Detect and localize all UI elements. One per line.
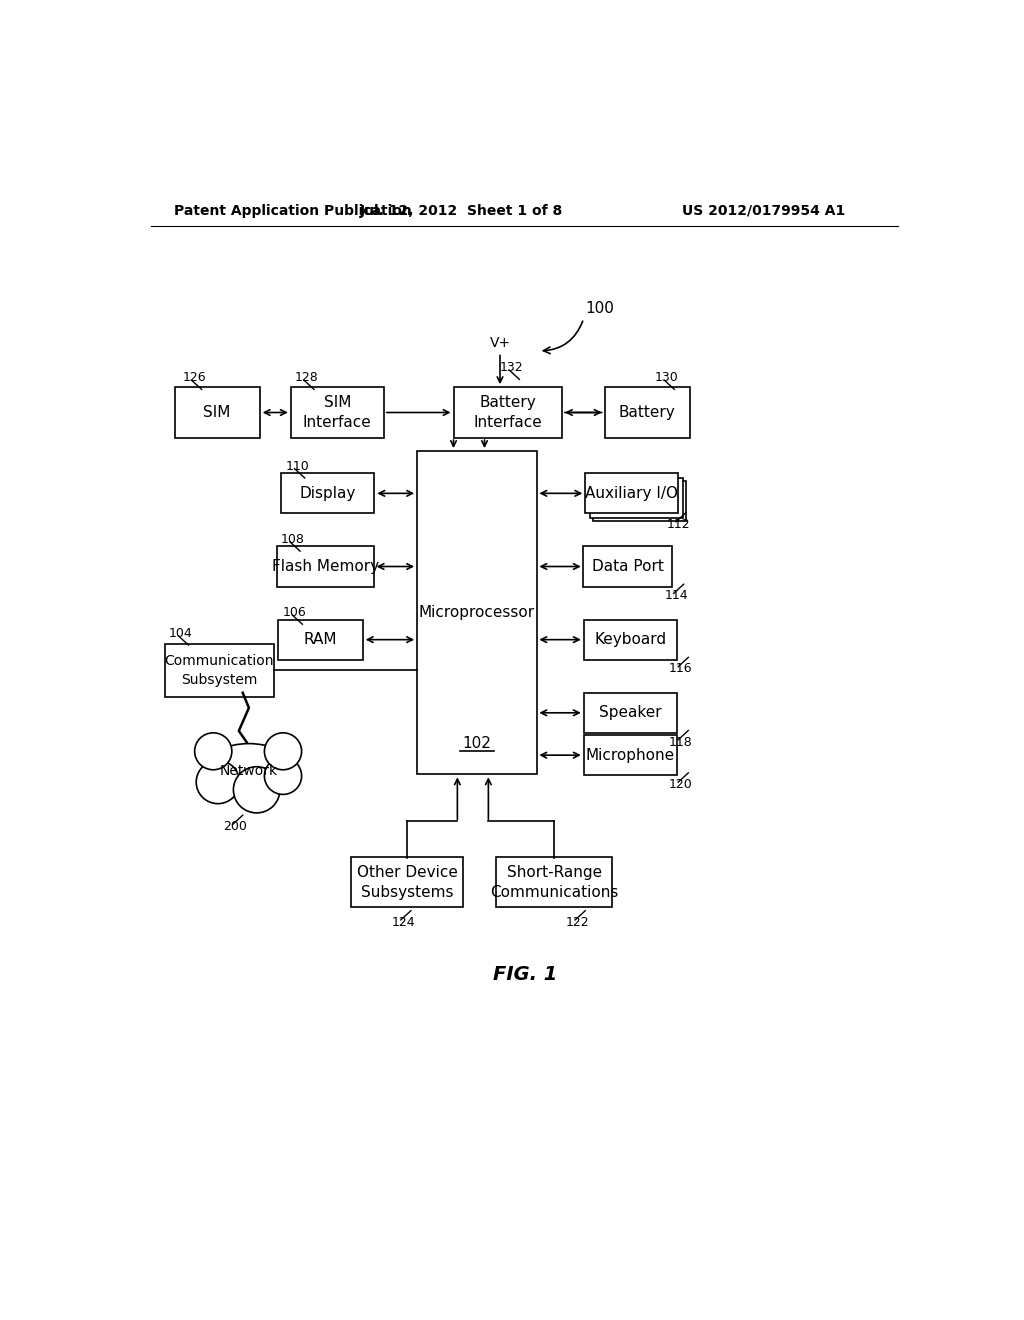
Text: 124: 124 [391, 916, 415, 929]
Text: 110: 110 [286, 459, 309, 473]
Text: Battery
Interface: Battery Interface [473, 395, 542, 430]
Circle shape [233, 767, 280, 813]
Text: Flash Memory: Flash Memory [272, 558, 379, 574]
Text: 112: 112 [667, 517, 690, 531]
Text: Patent Application Publication: Patent Application Publication [174, 203, 413, 218]
Bar [496, 857, 612, 907]
Text: Other Device
Subsystems: Other Device Subsystems [356, 865, 458, 900]
Bar [604, 388, 690, 437]
Circle shape [197, 760, 240, 804]
Text: 108: 108 [281, 533, 304, 546]
Bar [174, 388, 260, 437]
Bar [165, 644, 273, 697]
Bar [586, 474, 678, 513]
Bar [278, 619, 362, 660]
Circle shape [264, 758, 302, 795]
Bar [278, 546, 374, 586]
Text: 120: 120 [669, 777, 692, 791]
Text: SIM
Interface: SIM Interface [303, 395, 372, 430]
Text: FIG. 1: FIG. 1 [493, 965, 557, 985]
Text: 118: 118 [669, 735, 692, 748]
Bar [584, 546, 673, 586]
Text: Display: Display [300, 486, 356, 500]
Text: Auxiliary I/O: Auxiliary I/O [586, 486, 678, 500]
Text: Jul. 12, 2012  Sheet 1 of 8: Jul. 12, 2012 Sheet 1 of 8 [359, 203, 563, 218]
Circle shape [264, 733, 302, 770]
Text: Short-Range
Communications: Short-Range Communications [490, 865, 618, 900]
Bar [584, 619, 677, 660]
Text: 102: 102 [462, 737, 492, 751]
Text: 132: 132 [500, 362, 523, 375]
Text: Speaker: Speaker [599, 705, 662, 721]
Text: 122: 122 [566, 916, 590, 929]
Text: 128: 128 [295, 371, 318, 384]
Text: 126: 126 [182, 371, 206, 384]
Text: US 2012/0179954 A1: US 2012/0179954 A1 [682, 203, 845, 218]
Text: RAM: RAM [303, 632, 337, 647]
Text: Network: Network [220, 763, 278, 777]
Text: Microphone: Microphone [586, 747, 675, 763]
Text: 116: 116 [669, 663, 692, 676]
Bar [593, 480, 686, 521]
Text: V+: V+ [489, 337, 511, 350]
Text: 200: 200 [223, 820, 247, 833]
Text: Battery: Battery [618, 405, 676, 420]
Bar [291, 388, 384, 437]
Bar [584, 693, 677, 733]
Ellipse shape [206, 743, 292, 789]
Bar [590, 478, 683, 517]
Text: 100: 100 [586, 301, 614, 315]
Text: 114: 114 [665, 589, 688, 602]
Text: Data Port: Data Port [592, 558, 664, 574]
Circle shape [195, 733, 231, 770]
Bar [351, 857, 463, 907]
Text: Microprocessor: Microprocessor [419, 605, 535, 620]
Bar [417, 451, 537, 775]
Text: 104: 104 [169, 627, 193, 640]
Text: 106: 106 [283, 606, 307, 619]
Bar [454, 388, 562, 437]
Text: 130: 130 [655, 371, 679, 384]
Bar [282, 474, 375, 513]
Text: Keyboard: Keyboard [594, 632, 667, 647]
Bar [584, 735, 677, 775]
Text: SIM: SIM [204, 405, 230, 420]
FancyArrowPatch shape [544, 321, 583, 354]
Text: Communication
Subsystem: Communication Subsystem [165, 655, 274, 686]
